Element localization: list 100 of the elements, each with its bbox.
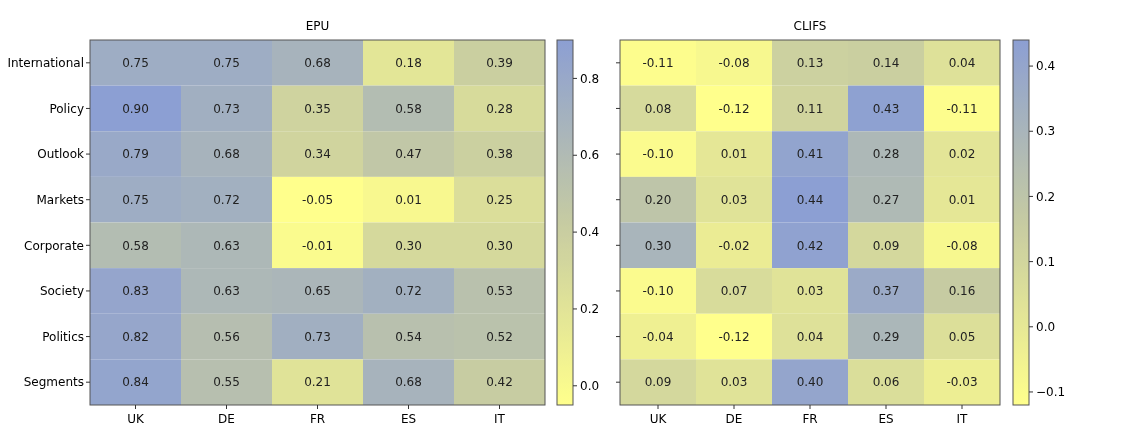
data-label: 0.13 [796, 56, 824, 71]
data-label: 0.28 [486, 101, 513, 116]
data-label: 0.75 [213, 56, 240, 71]
data-label: 0.75 [122, 192, 149, 207]
data-label: -0.05 [301, 192, 334, 207]
data-label: 0.53 [486, 284, 513, 299]
data-label: -0.12 [718, 101, 750, 116]
chart-title: EPU [305, 19, 330, 33]
x-tick-label: ES [400, 412, 417, 426]
data-label: -0.08 [946, 238, 978, 253]
x-tick-label: IT [494, 412, 506, 426]
data-label: 0.14 [872, 56, 900, 71]
y-tick-label: Politics [42, 329, 84, 344]
data-label: 0.42 [796, 238, 824, 253]
data-label: 0.09 [872, 238, 900, 253]
color-bar-label: 0.4 [580, 225, 600, 240]
data-label: -0.02 [718, 238, 750, 253]
data-label: -0.10 [642, 284, 674, 299]
data-label: 0.09 [644, 375, 672, 390]
data-label: 0.38 [486, 147, 513, 162]
x-tick-label: FR [309, 412, 326, 426]
data-label: 0.43 [872, 101, 900, 116]
data-label: 0.58 [395, 101, 422, 116]
data-label: 0.68 [213, 147, 240, 162]
data-label: 0.04 [796, 329, 824, 344]
data-label: 0.39 [486, 56, 513, 71]
data-label: 0.01 [395, 192, 422, 207]
data-label: 0.52 [486, 329, 513, 344]
x-tick-label: FR [802, 412, 818, 426]
data-label: 0.40 [796, 375, 824, 390]
color-bar-label: 0.4 [1036, 59, 1056, 74]
y-tick-label: Segments [23, 375, 84, 390]
data-label: 0.90 [122, 101, 149, 116]
color-bar-label: 0.8 [580, 71, 600, 86]
x-tick-label: DE [725, 412, 743, 426]
data-label: 0.03 [796, 284, 824, 299]
data-label: 0.02 [948, 147, 976, 162]
color-bar-label: 0.6 [580, 148, 600, 163]
color-bar-label: 0.3 [1036, 124, 1056, 139]
data-label: 0.06 [872, 375, 900, 390]
color-bar-label: 0.2 [580, 302, 600, 317]
data-label: 0.63 [213, 284, 240, 299]
data-label: -0.10 [642, 147, 674, 162]
data-label: 0.65 [304, 284, 331, 299]
data-label: 0.30 [486, 238, 513, 253]
data-label: 0.08 [644, 101, 672, 116]
color-bar-label: 0.0 [1036, 319, 1056, 334]
data-label: 0.41 [796, 147, 824, 162]
data-label: 0.37 [872, 284, 900, 299]
data-label: 0.11 [796, 101, 824, 116]
data-label: 0.42 [486, 375, 513, 390]
chart-title: CLIFS [793, 19, 827, 33]
data-label: -0.12 [718, 329, 750, 344]
x-tick-label: UK [127, 412, 145, 426]
data-label: 0.68 [304, 56, 331, 71]
data-label: 0.30 [644, 238, 672, 253]
data-label: 0.44 [796, 192, 824, 207]
color-bar-label: −0.1 [1036, 385, 1066, 400]
data-label: 0.16 [948, 284, 976, 299]
data-label: 0.72 [213, 192, 240, 207]
data-label: -0.03 [946, 375, 978, 390]
data-label: 0.35 [304, 101, 331, 116]
x-tick-label: ES [878, 412, 894, 426]
y-tick-label: Policy [49, 101, 84, 116]
data-label: 0.21 [304, 375, 331, 390]
data-label: 0.55 [213, 375, 240, 390]
data-label: 0.25 [486, 192, 513, 207]
data-label: 0.03 [720, 375, 748, 390]
data-label: 0.03 [720, 192, 748, 207]
data-label: 0.68 [395, 375, 422, 390]
data-label: -0.11 [946, 101, 978, 116]
data-label: 0.18 [395, 56, 422, 71]
x-tick-label: DE [218, 412, 235, 426]
y-tick-label: Corporate [24, 238, 84, 253]
data-label: 0.72 [395, 284, 422, 299]
y-tick-label: Society [39, 284, 84, 299]
data-label: 0.58 [122, 238, 149, 253]
data-label: 0.27 [872, 192, 900, 207]
color-bar-label: 0.0 [580, 378, 600, 393]
data-label: 0.28 [872, 147, 900, 162]
data-label: -0.01 [301, 238, 334, 253]
data-label: 0.01 [720, 147, 748, 162]
data-label: 0.73 [304, 329, 331, 344]
data-label: 0.20 [644, 192, 672, 207]
x-tick-label: IT [956, 412, 969, 426]
data-label: 0.82 [122, 329, 149, 344]
data-label: 0.79 [122, 147, 149, 162]
data-label: 0.83 [122, 284, 149, 299]
data-label: 0.75 [122, 56, 149, 71]
data-label: 0.73 [213, 101, 240, 116]
data-label: -0.04 [642, 329, 674, 344]
data-label: 0.34 [304, 147, 331, 162]
data-label: 0.05 [948, 329, 976, 344]
data-label: -0.11 [642, 56, 674, 71]
y-tick-label: Outlook [37, 147, 85, 162]
x-tick-label: UK [649, 412, 668, 426]
data-label: 0.07 [720, 284, 748, 299]
data-label: 0.54 [395, 329, 422, 344]
data-label: 0.56 [213, 329, 240, 344]
y-tick-label: Markets [36, 192, 84, 207]
